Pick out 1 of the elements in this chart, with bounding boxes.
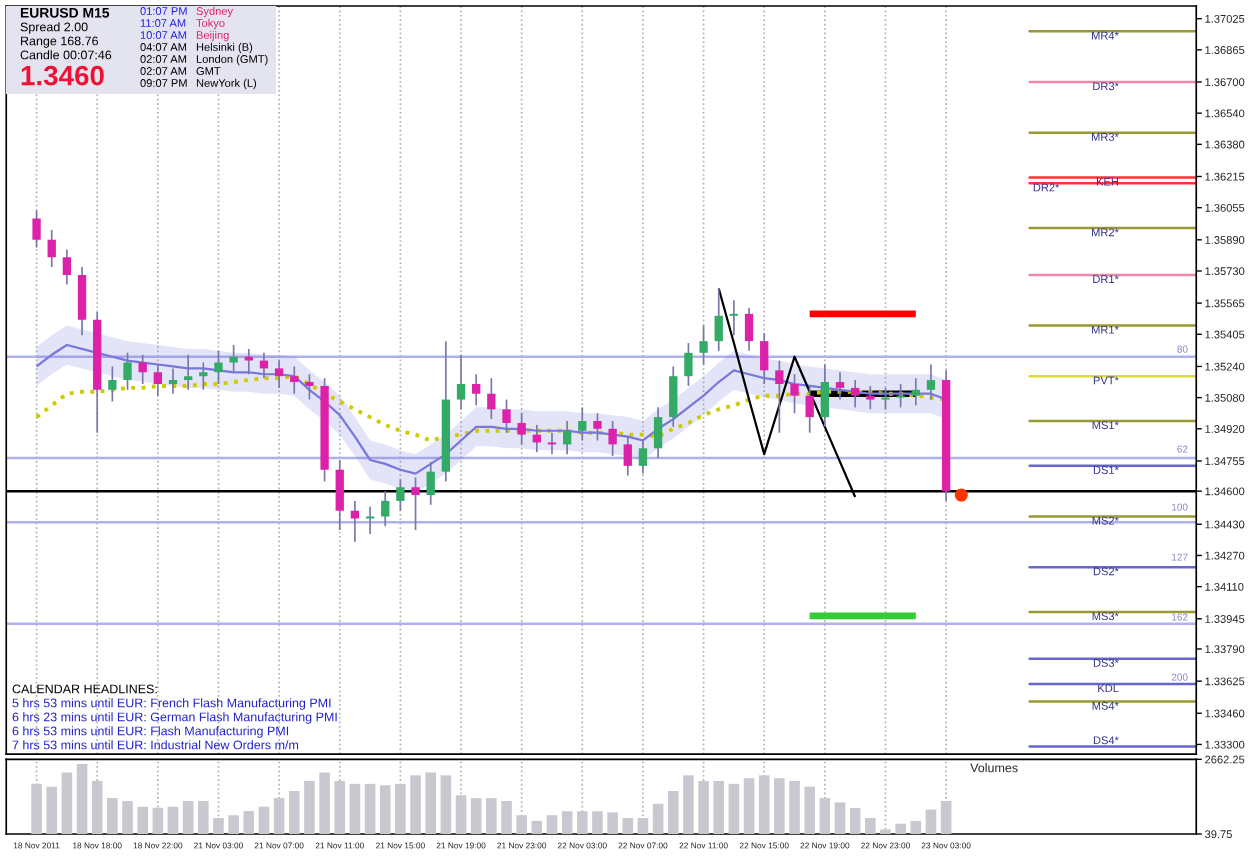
annotation: 1.3460 bbox=[21, 65, 104, 86]
